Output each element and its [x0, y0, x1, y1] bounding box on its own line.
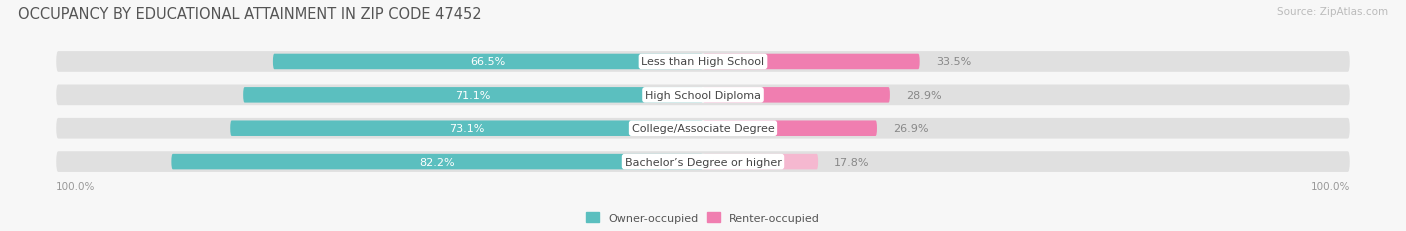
FancyBboxPatch shape: [703, 121, 877, 136]
FancyBboxPatch shape: [56, 52, 1350, 73]
Text: High School Diploma: High School Diploma: [645, 91, 761, 100]
Text: 66.5%: 66.5%: [471, 57, 506, 67]
Text: 82.2%: 82.2%: [419, 157, 456, 167]
Text: Bachelor’s Degree or higher: Bachelor’s Degree or higher: [624, 157, 782, 167]
Text: OCCUPANCY BY EDUCATIONAL ATTAINMENT IN ZIP CODE 47452: OCCUPANCY BY EDUCATIONAL ATTAINMENT IN Z…: [18, 7, 482, 22]
FancyBboxPatch shape: [231, 121, 703, 136]
FancyBboxPatch shape: [56, 85, 1350, 106]
Text: 17.8%: 17.8%: [834, 157, 870, 167]
FancyBboxPatch shape: [243, 88, 703, 103]
FancyBboxPatch shape: [703, 55, 920, 70]
Text: 33.5%: 33.5%: [936, 57, 972, 67]
Text: 28.9%: 28.9%: [905, 91, 942, 100]
Text: Source: ZipAtlas.com: Source: ZipAtlas.com: [1277, 7, 1388, 17]
FancyBboxPatch shape: [172, 154, 703, 170]
Text: Less than High School: Less than High School: [641, 57, 765, 67]
Text: 71.1%: 71.1%: [456, 91, 491, 100]
FancyBboxPatch shape: [703, 88, 890, 103]
FancyBboxPatch shape: [56, 118, 1350, 139]
Text: 26.9%: 26.9%: [893, 124, 928, 134]
Legend: Owner-occupied, Renter-occupied: Owner-occupied, Renter-occupied: [581, 208, 825, 227]
Text: 73.1%: 73.1%: [449, 124, 484, 134]
Text: 100.0%: 100.0%: [56, 181, 96, 191]
Text: 100.0%: 100.0%: [1310, 181, 1350, 191]
FancyBboxPatch shape: [56, 152, 1350, 172]
Text: College/Associate Degree: College/Associate Degree: [631, 124, 775, 134]
FancyBboxPatch shape: [703, 154, 818, 170]
FancyBboxPatch shape: [273, 55, 703, 70]
